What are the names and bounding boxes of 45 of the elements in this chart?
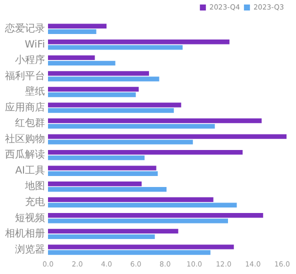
y-tick-label: 相机相册 — [5, 228, 45, 240]
bar — [48, 202, 237, 208]
bar — [48, 244, 234, 250]
y-tick-label: 地图 — [24, 180, 45, 192]
y-tick-label: 短视频 — [15, 212, 45, 224]
bar — [48, 134, 287, 139]
bar — [48, 29, 96, 34]
bar — [48, 197, 214, 202]
bar — [48, 71, 149, 76]
bar — [48, 171, 158, 176]
bar — [48, 140, 193, 144]
bar — [48, 55, 95, 60]
y-tick-label: 浏览器 — [15, 243, 45, 256]
y-tick-label: 小程序 — [15, 54, 45, 66]
bar — [48, 40, 230, 44]
bar — [48, 118, 262, 124]
bar — [48, 60, 116, 66]
bar — [48, 155, 145, 160]
bar — [48, 108, 174, 113]
y-tick-label: WiFi — [24, 39, 45, 50]
bar — [48, 124, 215, 129]
bar — [48, 182, 142, 186]
bar — [48, 250, 210, 255]
y-tick-label: 恋爱记录 — [4, 22, 45, 34]
y-tick-label: 社区购物 — [5, 132, 45, 145]
y-tick-label: 壁纸 — [25, 86, 45, 98]
bar — [48, 102, 182, 108]
bar — [48, 76, 160, 82]
bar — [48, 24, 107, 28]
bar — [48, 92, 136, 98]
bar — [48, 86, 139, 92]
bar — [48, 228, 178, 234]
y-tick-label: 充电 — [25, 196, 45, 208]
bar — [48, 234, 155, 240]
y-tick-label: AI工具 — [15, 165, 45, 176]
bar — [48, 45, 183, 50]
bar — [48, 187, 167, 192]
y-tick-label: 西瓜解读 — [5, 148, 45, 161]
bar — [48, 218, 228, 224]
bar — [48, 166, 156, 170]
y-tick-label: 应用商店 — [5, 101, 45, 114]
y-tick-label: 红包群 — [15, 117, 45, 130]
y-tick-label: 福利平台 — [5, 70, 45, 82]
bar — [48, 150, 243, 155]
bar — [48, 213, 264, 218]
